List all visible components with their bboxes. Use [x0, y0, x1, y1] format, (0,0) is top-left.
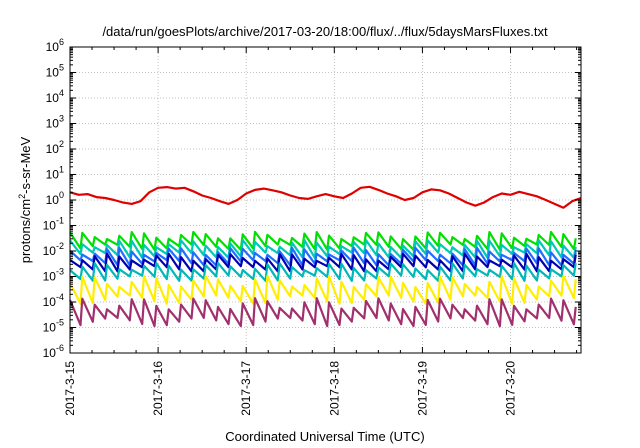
y-tick-label: 106	[46, 37, 64, 54]
series-line-6	[69, 262, 577, 282]
series-line-7	[69, 274, 577, 305]
series-line-5	[69, 252, 577, 273]
y-tick-label: 10-2	[43, 241, 64, 258]
series-group	[68, 185, 582, 328]
x-axis-label: Coordinated Universal Time (UTC)	[225, 429, 424, 444]
y-tick-label: 100	[46, 190, 64, 207]
y-axis: 10-6 10-5 10-4 10-3 10-2 10-1 100 101 102 103 104 1…	[43, 37, 581, 360]
x-tick-label: 2017-3-20	[504, 361, 518, 416]
y-tick-label: 10-1	[43, 216, 64, 233]
x-tick-label: 2017-3-16	[151, 361, 165, 416]
chart-title: /data/run/goesPlots/archive/2017-03-20/1…	[102, 24, 548, 39]
y-tick-label: 10-6	[43, 343, 64, 360]
x-tick-label: 2017-3-18	[327, 361, 341, 416]
series-line-2	[69, 230, 577, 251]
x-axis: 2017-3-15 2017-3-16 2017-3-17 2017-3-18 2017…	[63, 47, 578, 416]
y-tick-label: 103	[46, 114, 64, 131]
y-axis-label: protons/cm2-s-sr-MeV	[17, 136, 33, 263]
x-tick-label: 2017-3-19	[415, 361, 429, 416]
y-tick-label: 102	[46, 139, 64, 156]
y-tick-label: 10-4	[43, 292, 64, 309]
y-tick-label: 105	[46, 63, 64, 80]
y-tick-label: 10-3	[43, 267, 64, 284]
x-tick-label: 2017-3-15	[63, 361, 77, 416]
x-tick-label: 2017-3-17	[239, 361, 253, 416]
y-tick-label: 10-5	[43, 318, 64, 335]
series-line-1	[69, 185, 582, 209]
series-line-3	[69, 239, 577, 259]
series-line-8	[68, 297, 577, 328]
y-tick-label: 104	[46, 88, 64, 105]
y-tick-label: 101	[46, 165, 64, 182]
